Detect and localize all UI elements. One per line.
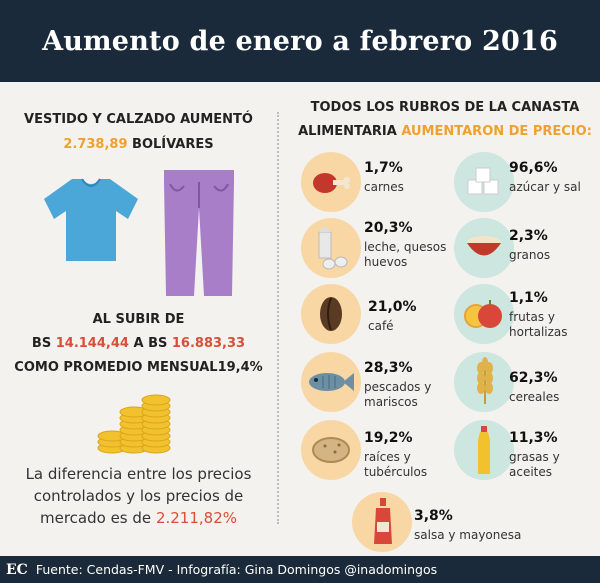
coffee-bean-icon	[301, 284, 361, 344]
item-pct: 2,3%	[509, 228, 548, 244]
item-pct: 28,3%	[364, 360, 413, 376]
oil-bottle-icon	[454, 420, 514, 480]
wheat-icon	[454, 352, 514, 412]
basket-heading-line1: TODOS LOS RUBROS DE LA CANASTA	[310, 100, 580, 115]
milk-eggs-icon	[301, 218, 361, 278]
ec-logo: EC	[6, 561, 28, 578]
meat-icon	[301, 152, 361, 212]
footer: EC Fuente: Cendas-FMV - Infografía: Gina…	[0, 556, 600, 583]
header: Aumento de enero a febrero 2016	[0, 0, 600, 82]
price-change: BS 14.144,44 A BS 16.883,33	[31, 336, 246, 351]
item-label: grasas y aceites	[509, 450, 560, 479]
fish-icon	[301, 352, 361, 412]
pants-icon	[164, 170, 234, 296]
item-label: raíces y tubérculos	[364, 450, 428, 479]
difference-text: La diferencia entre los precios controla…	[25, 465, 252, 527]
item-pct: 19,2%	[364, 430, 413, 446]
source-credit: Fuente: Cendas-FMV - Infografía: Gina Do…	[35, 562, 438, 577]
item-label: cereales	[509, 390, 560, 404]
item-pct: 1,1%	[509, 290, 548, 306]
item-label: leche, quesos huevos	[364, 240, 447, 269]
item-pct: 1,7%	[364, 160, 403, 176]
item-pct: 21,0%	[368, 299, 417, 315]
basket-heading-line2: ALIMENTARIA AUMENTARON DE PRECIO:	[298, 124, 592, 139]
promedio-text: COMO PROMEDIO MENSUAL19,4%	[14, 360, 263, 375]
sugar-cubes-icon	[454, 152, 514, 212]
potato-icon	[301, 420, 361, 480]
bowl-grains-icon	[454, 218, 514, 278]
item-label: granos	[509, 248, 551, 262]
item-pct: 20,3%	[364, 220, 413, 236]
item-pct: 96,6%	[509, 160, 558, 176]
page-title: Aumento de enero a febrero 2016	[42, 25, 558, 57]
item-pct: 3,8%	[414, 508, 453, 524]
item-label: azúcar y sal	[509, 180, 581, 194]
item-label: pescados y mariscos	[364, 380, 432, 409]
coins-icon	[97, 394, 171, 454]
clothing-amount: 2.738,89 BOLÍVARES	[63, 137, 214, 152]
item-pct: 11,3%	[509, 430, 558, 446]
item-label: café	[368, 319, 394, 333]
item-pct: 62,3%	[509, 370, 558, 386]
clothing-heading: VESTIDO Y CALZADO AUMENTÓ	[24, 112, 253, 127]
item-label: salsa y mayonesa	[414, 528, 522, 542]
sauce-bottle-icon	[352, 492, 412, 552]
shirt-icon	[44, 178, 138, 261]
item-label: frutas y hortalizas	[509, 310, 568, 339]
item-label: carnes	[364, 180, 404, 194]
column-divider	[277, 112, 279, 524]
al-subir-text: AL SUBIR DE	[92, 312, 185, 327]
fruits-icon	[454, 284, 514, 344]
